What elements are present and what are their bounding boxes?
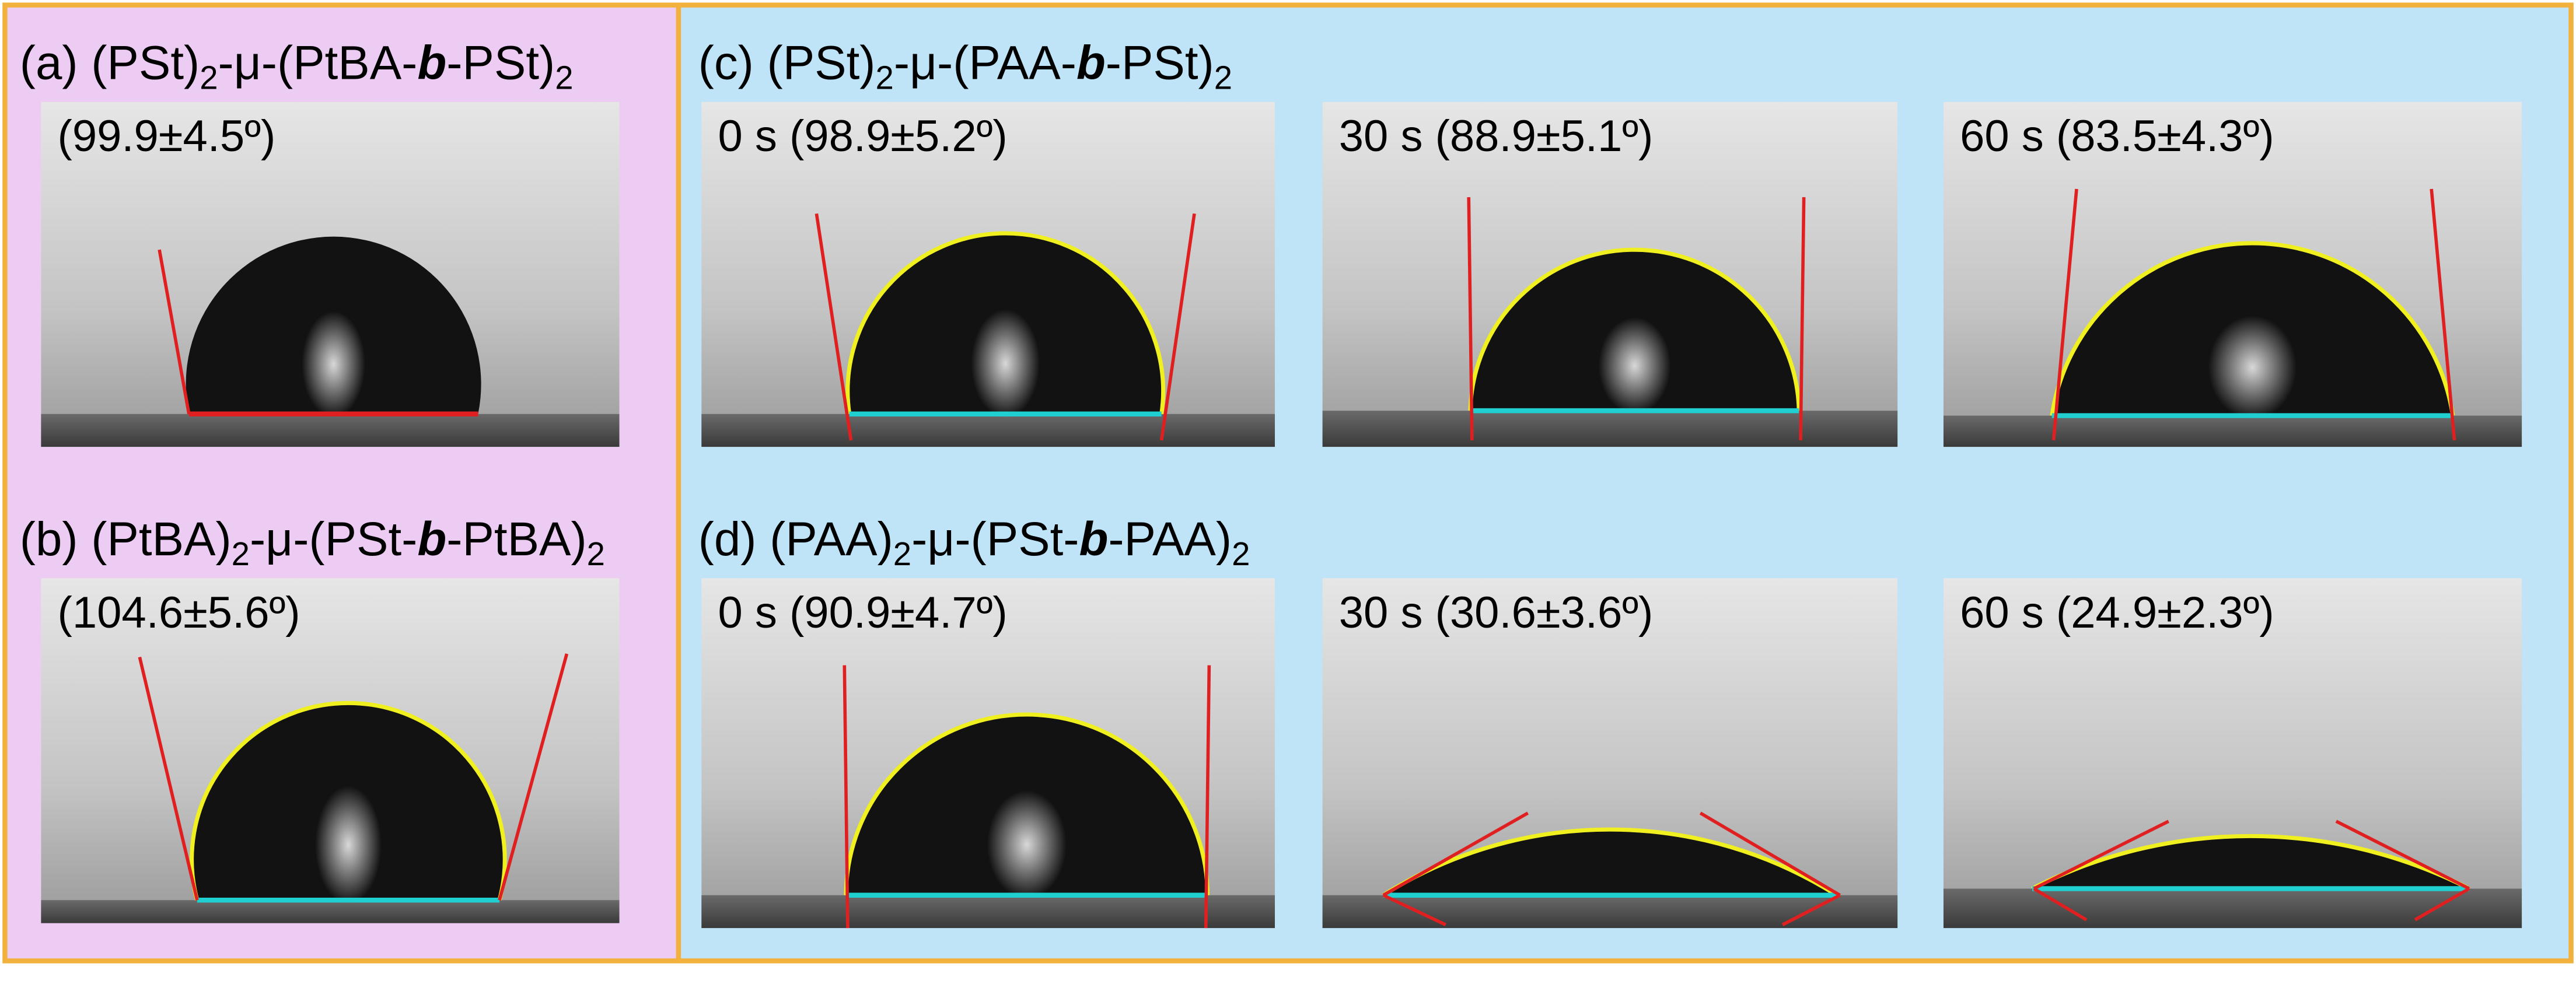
image-caption: 60 s (83.5±4.3º) [1960,111,2274,161]
substrate [1943,888,2522,929]
substrate [701,414,1275,447]
image-caption: (104.6±5.6º) [58,588,300,638]
title-part: b [417,513,446,566]
droplet-image: (99.9±4.5º) [41,101,620,447]
glare [314,786,382,904]
tangent [1204,665,1211,929]
tangent [1781,894,1841,926]
tangent [1159,213,1196,441]
title-part: 2 [200,59,218,96]
figure-border [2,2,2574,964]
glare [2208,316,2297,419]
content: (a) (PSt)2-μ-(PtBA-b-PSt)2(99.9±4.5º)(b)… [20,36,2522,929]
title-part: 2 [587,535,605,572]
panel-title: (c) (PSt)2-μ-(PAA-b-PSt)2 [698,36,1232,96]
tangent [1699,811,1841,897]
tangent [158,249,191,415]
glare [987,790,1067,899]
glare [971,309,1040,418]
droplet-image: 30 s (30.6±3.6º) [1322,578,1898,929]
image-caption: 60 s (24.9±2.3º) [1960,588,2274,638]
droplet-image: (104.6±5.6º) [41,578,620,923]
title-part: 2 [232,535,250,572]
fit-arc [2050,241,2455,416]
tangent [1382,811,1529,897]
title-part: (d) (PAA) [698,513,893,566]
glare [1598,317,1671,414]
image-caption: 0 s (98.9±5.2º) [718,111,1007,161]
droplet-image: 0 s (98.9±5.2º) [701,101,1275,447]
title-part: (a) (PSt) [20,36,200,89]
title-part: -μ-(PtBA- [218,36,418,89]
image-caption: 30 s (88.9±5.1º) [1339,111,1654,161]
title-part: b [1076,36,1106,89]
panel-title: (b) (PtBA)2-μ-(PSt-b-PtBA)2 [20,513,605,572]
fit-arc [190,701,507,901]
droplet-image: 60 s (83.5±4.3º) [1943,101,2522,447]
fit-arc [844,712,1210,895]
tangent [2335,820,2470,891]
title-part: 2 [876,59,894,96]
image-caption: (99.9±4.5º) [58,111,276,161]
droplet-image: 30 s (88.9±5.1º) [1322,101,1898,447]
substrate [41,900,620,923]
title-part: (b) (PtBA) [20,513,232,566]
title-part: -PSt) [1106,36,1214,89]
tangent [2051,188,2078,441]
title-part: -PtBA) [446,513,586,566]
title-part: b [417,36,446,89]
tangent [2033,820,2169,891]
title-part: 2 [893,535,911,572]
image-caption: 30 s (30.6±3.6º) [1339,588,1654,638]
tangent [1382,894,1447,926]
glare [302,311,366,418]
tangent [2430,188,2456,441]
title-part: (c) (PSt) [698,36,876,89]
panel-title: (a) (PSt)2-μ-(PtBA-b-PSt)2 [20,36,574,96]
substrate [41,414,620,447]
tangent [815,213,853,441]
tangent [2414,887,2470,922]
tangent [1467,197,1474,440]
droplet-image: 60 s (24.9±2.3º) [1943,578,2522,929]
droplet-image: 0 s (90.9±4.7º) [701,578,1275,929]
tangent [1799,197,1806,440]
substrate [701,895,1275,929]
title-part: -μ-(PAA- [894,36,1076,89]
tangent [843,665,850,929]
title-part: -PSt) [446,36,555,89]
fit-arc [845,231,1166,415]
title-part: -μ-(PSt- [250,513,417,566]
fit-arc [2031,834,2470,891]
substrate [1943,415,2522,447]
tangent [138,656,199,901]
tangent [498,653,569,901]
fit-arc [1468,247,1801,411]
fit-arc [1382,827,1838,897]
substrate [1322,411,1898,447]
title-part: 2 [1232,535,1250,572]
title-part: 2 [555,59,573,96]
title-part: -μ-(PSt- [911,513,1079,566]
title-part: b [1079,513,1109,566]
title-part: 2 [1214,59,1232,96]
title-part: -PAA) [1108,513,1232,566]
tangent [2033,887,2088,922]
image-caption: 0 s (90.9±4.7º) [718,588,1007,638]
panel-title: (d) (PAA)2-μ-(PSt-b-PAA)2 [698,513,1250,572]
